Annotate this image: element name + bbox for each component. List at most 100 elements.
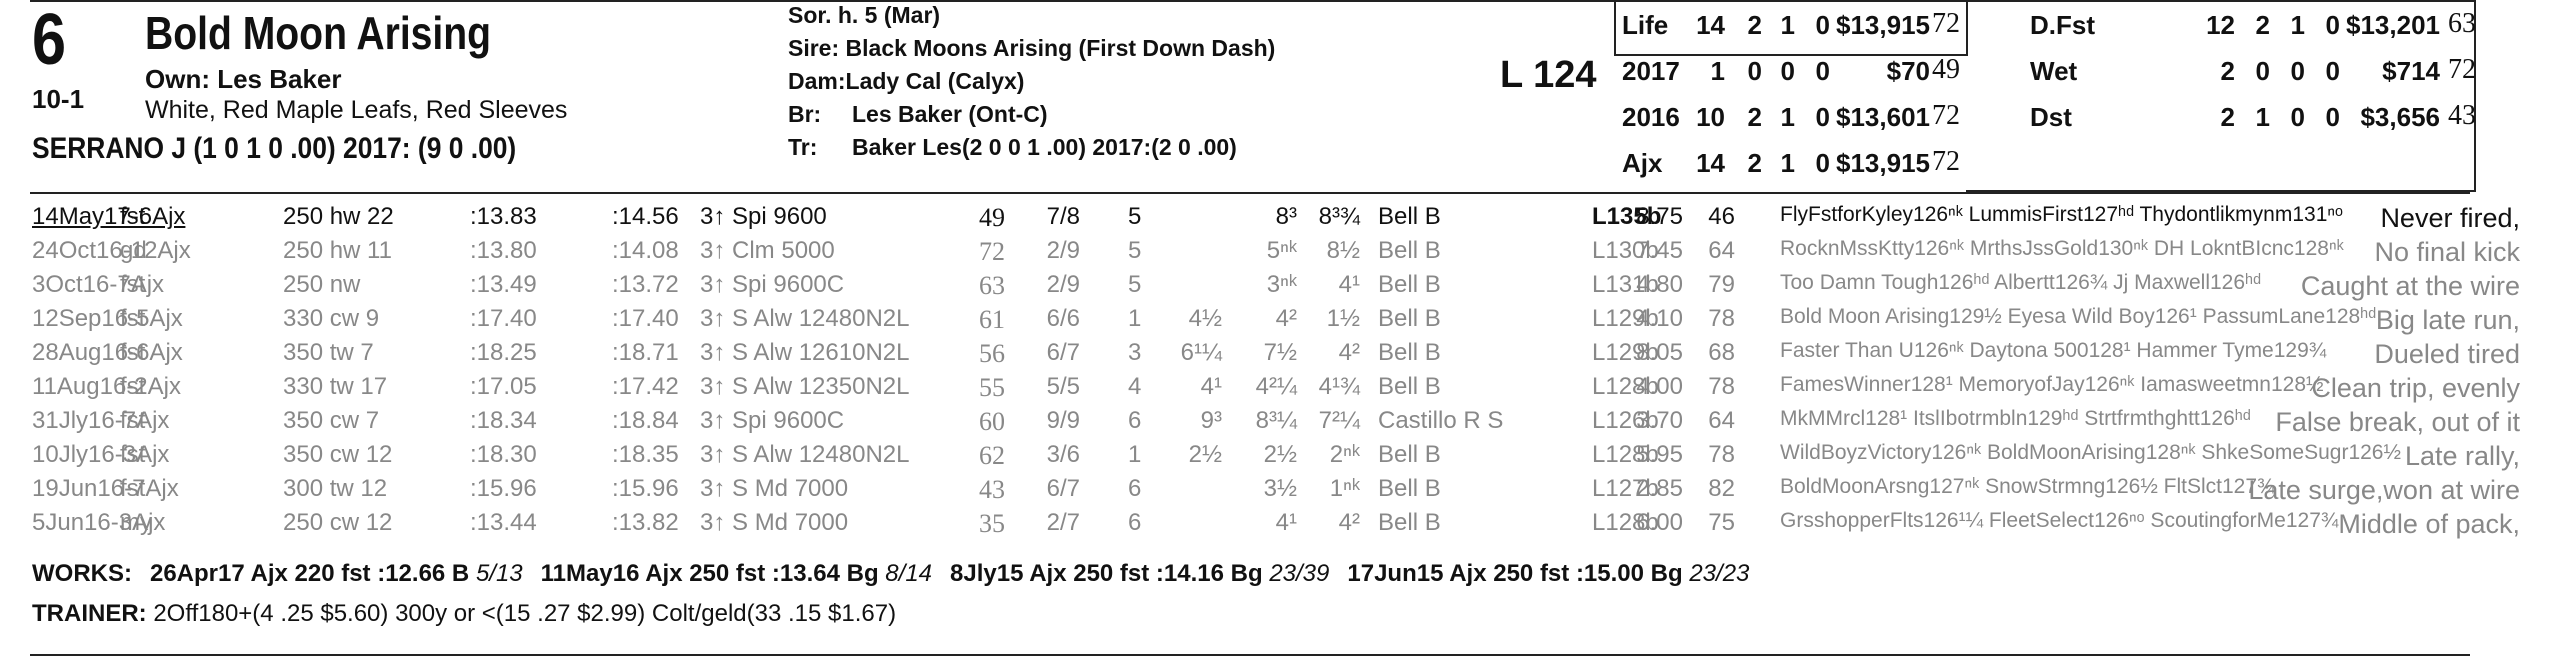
pp-race: 3↑ S Alw 12350N2L bbox=[700, 373, 910, 400]
pp-top3: FamesWinner128¹ MemoryofJay126ⁿᵏ Iamaswe… bbox=[1780, 373, 2324, 396]
pp-date: 11Aug16-2Ajx bbox=[32, 373, 181, 400]
pp-wt: L127b bbox=[1592, 475, 1659, 502]
sex-age: Sor. h. 5 (Mar) bbox=[788, 2, 941, 28]
trainer-label: Tr: bbox=[788, 134, 818, 160]
pp-f2: :18.35 bbox=[612, 441, 679, 468]
pp-c2: 8³¼ bbox=[1255, 407, 1297, 434]
pp-f1: :13.83 bbox=[470, 203, 537, 230]
stat-w: 1 bbox=[2255, 102, 2270, 132]
pp-st: 5 bbox=[1128, 271, 1142, 298]
pp-comment: Big late run, bbox=[2375, 305, 2520, 335]
pp-comment: Middle of pack, bbox=[2338, 509, 2520, 539]
pp-jockey: Bell B bbox=[1378, 203, 1441, 230]
stats-row: Wet 2 0 0 0 $714 72 bbox=[0, 54, 2550, 90]
pp-line: 3Oct16-7Ajx fst 250 nw:13.49:13.72 3↑ Spi 9… bbox=[0, 271, 2550, 305]
pp-cond: gd bbox=[120, 237, 147, 264]
pp-fin: 7²¼ bbox=[1318, 407, 1360, 434]
pp-c2: 4² bbox=[1275, 305, 1297, 332]
pp-c2: 7½ bbox=[1263, 339, 1297, 366]
pp-sr: 78 bbox=[1708, 441, 1735, 468]
pp-f2: :18.84 bbox=[612, 407, 679, 434]
pp-comment: Clean trip, evenly bbox=[2311, 373, 2520, 403]
work-rank: 23/23 bbox=[1689, 560, 1750, 587]
stat-p: 0 bbox=[2290, 56, 2305, 86]
pp-race: 3↑ Spi 9600C bbox=[700, 271, 845, 298]
pp-pp: 7/8 bbox=[1046, 203, 1080, 230]
pp-spd: 56 bbox=[979, 339, 1005, 368]
stats-row: Dst 2 1 0 0 $3,656 43 bbox=[0, 100, 2550, 136]
pp-sr: 46 bbox=[1708, 203, 1735, 230]
stat-speed: 72 bbox=[2448, 54, 2476, 85]
pp-spd: 49 bbox=[979, 203, 1005, 232]
pp-dist: 350 cw 12 bbox=[283, 441, 393, 468]
pp-f1: :13.49 bbox=[470, 271, 537, 298]
pp-line: 14May17-6Ajx fst 250 hw 22:13.83:14.56 3↑ S… bbox=[0, 203, 2550, 237]
stat-w: 0 bbox=[2255, 56, 2270, 86]
pp-sr: 75 bbox=[1708, 509, 1735, 536]
pp-wt: L128b bbox=[1592, 373, 1659, 400]
pp-st: 5 bbox=[1128, 237, 1142, 264]
pp-sr: 79 bbox=[1708, 271, 1735, 298]
stat-earnings: $13,201 bbox=[2346, 10, 2440, 40]
pp-jockey: Bell B bbox=[1378, 509, 1441, 536]
pp-pp: 6/6 bbox=[1046, 305, 1080, 332]
stat-s: 0 bbox=[1815, 148, 1830, 178]
pp-cond: fst bbox=[120, 373, 146, 400]
pp-line: 28Aug16-6Ajx fst 350 tw 7:18.25:18.71 3↑ S … bbox=[0, 339, 2550, 373]
pp-st: 5 bbox=[1128, 203, 1142, 230]
stat-earnings: $3,656 bbox=[2360, 102, 2440, 132]
pp-fin: 8³¾ bbox=[1318, 203, 1360, 230]
stat-w: 2 bbox=[2255, 10, 2270, 40]
pp-race: 3↑ S Alw 12480N2L bbox=[700, 305, 910, 332]
stat-starts: 10 bbox=[1696, 102, 1725, 132]
pp-date: 12Sep16-5Ajx bbox=[32, 305, 183, 332]
stat-earnings: $13,601 bbox=[1836, 102, 1930, 132]
pp-date: 28Aug16-6Ajx bbox=[32, 339, 183, 366]
pp-top3: WildBoyzVictory126ⁿᵏ BoldMoonArising128ⁿ… bbox=[1780, 441, 2401, 464]
trainer-stats-label: TRAINER: bbox=[32, 600, 147, 627]
life-stats-box bbox=[1614, 0, 1968, 56]
pp-date: 24Oct16-12Ajx bbox=[32, 237, 191, 264]
pp-st: 1 bbox=[1128, 441, 1142, 468]
pp-top3: Faster Than U126ⁿᵏ Daytona 500128¹ Hamme… bbox=[1780, 339, 2327, 362]
stat-s: 0 bbox=[1815, 56, 1830, 86]
stat-starts: 2 bbox=[2220, 56, 2235, 86]
pp-c2: 3½ bbox=[1263, 475, 1297, 502]
stat-w: 2 bbox=[1747, 148, 1762, 178]
lasix-weight: L 124 bbox=[1500, 54, 1597, 96]
breeder-label: Br: bbox=[788, 101, 822, 127]
pp-date: 19Jun16-7Ajx bbox=[32, 475, 179, 502]
pp-wt: L126b bbox=[1592, 407, 1659, 434]
pp-odds: 8.75 bbox=[1636, 203, 1683, 230]
pp-c2: 4¹ bbox=[1275, 509, 1297, 536]
dam-line: Dam:Lady Cal (Calyx) bbox=[788, 68, 1024, 95]
work-rank: 8/14 bbox=[885, 560, 933, 587]
pp-dist: 330 cw 9 bbox=[283, 305, 380, 332]
pp-sr: 78 bbox=[1708, 373, 1735, 400]
pp-c2: 2½ bbox=[1263, 441, 1297, 468]
pp-wt: L130b bbox=[1592, 237, 1659, 264]
stat-label: 2016 bbox=[1622, 102, 1680, 132]
pp-dist: 330 tw 17 bbox=[283, 373, 388, 400]
pp-f1: :13.44 bbox=[470, 509, 537, 536]
stat-speed: 43 bbox=[2448, 100, 2476, 131]
pp-spd: 62 bbox=[979, 441, 1005, 470]
pp-line: 31Jly16-7Ajx fst 350 cw 7:18.34:18.84 3↑ Sp… bbox=[0, 407, 2550, 441]
dam: Lady Cal (Calyx) bbox=[845, 68, 1025, 94]
pp-odds: 2.85 bbox=[1636, 475, 1683, 502]
pp-c2: 4²¼ bbox=[1255, 373, 1297, 400]
pp-top3: BoldMoonArsng127ⁿᵏ SnowStrmng126½ FltSlc… bbox=[1780, 475, 2275, 498]
pp-date: 10Jly16-3Ajx bbox=[32, 441, 170, 468]
pp-wt: L129b bbox=[1592, 339, 1659, 366]
dam-label: Dam: bbox=[788, 68, 846, 94]
pp-c1: 4¹ bbox=[1200, 373, 1222, 400]
pp-cond: my bbox=[120, 509, 152, 536]
surface-stats-box bbox=[1966, 0, 2476, 192]
pp-fin: 1½ bbox=[1326, 305, 1360, 332]
stat-w: 0 bbox=[1747, 56, 1762, 86]
stat-speed: 72 bbox=[1932, 146, 1960, 177]
pp-spd: 72 bbox=[979, 237, 1005, 266]
stat-label: Wet bbox=[2030, 56, 2078, 86]
pp-cond: fst bbox=[120, 441, 146, 468]
stat-label: Ajx bbox=[1622, 148, 1663, 178]
